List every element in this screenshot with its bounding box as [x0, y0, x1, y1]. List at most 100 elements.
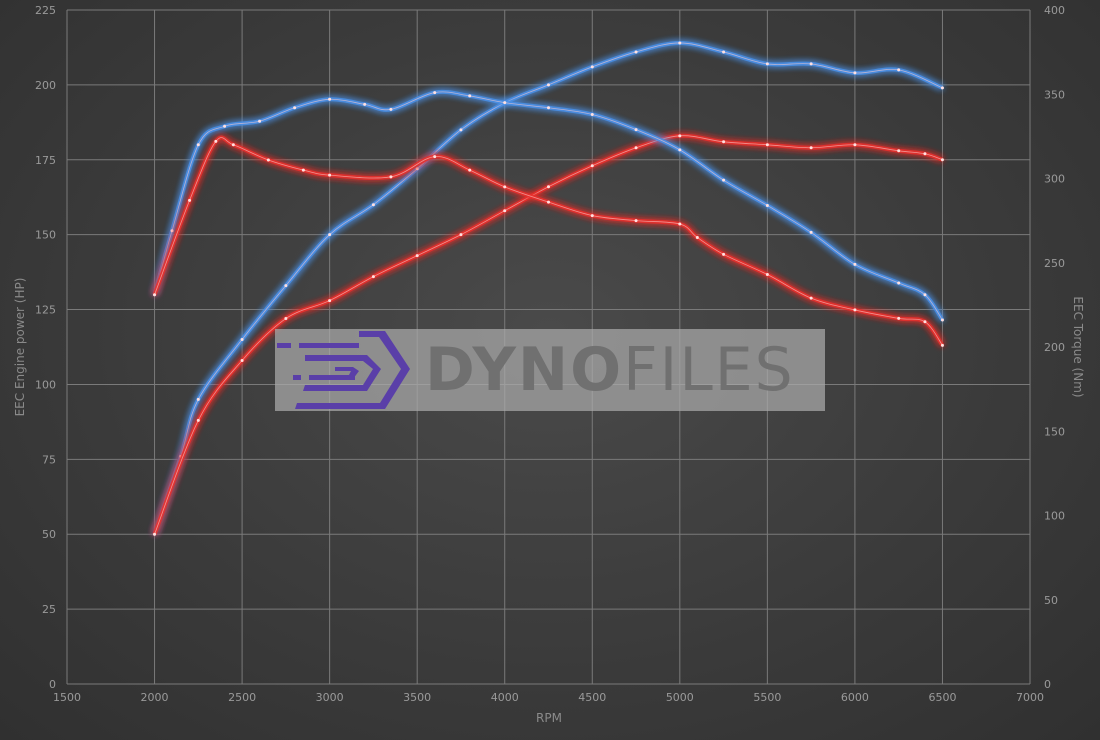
x-tick-label: 6000: [841, 691, 869, 704]
x-tick-label: 5500: [753, 691, 781, 704]
data-point: [433, 91, 437, 95]
data-point: [547, 185, 550, 189]
data-point: [940, 86, 944, 90]
data-point: [897, 149, 901, 153]
data-point: [809, 146, 813, 150]
data-point: [940, 318, 944, 322]
data-point: [153, 293, 157, 297]
data-point: [634, 146, 638, 150]
y-tick-label: 225: [35, 4, 56, 17]
x-tick-label: 1500: [53, 691, 81, 704]
data-point: [897, 281, 901, 285]
data-point: [503, 209, 507, 213]
data-point: [634, 128, 638, 132]
watermark-text-bold: DYNO: [425, 335, 624, 405]
data-point: [923, 320, 927, 324]
data-point: [923, 152, 927, 156]
data-point: [153, 532, 157, 536]
y2-tick-label: 0: [1044, 678, 1051, 691]
data-point: [214, 139, 218, 143]
series-line: [152, 89, 945, 322]
data-point: [188, 198, 192, 202]
x-tick-label: 4500: [578, 691, 606, 704]
y-tick-label: 100: [35, 378, 56, 391]
data-point: [389, 175, 393, 179]
series-2: [152, 89, 945, 322]
data-point: [765, 143, 769, 147]
y2-tick-label: 100: [1044, 510, 1065, 523]
y-tick-label: 75: [42, 453, 56, 466]
data-point: [266, 158, 270, 162]
x-tick-label: 6500: [928, 691, 956, 704]
data-point: [590, 112, 594, 116]
data-point: [371, 203, 375, 207]
data-point: [897, 316, 901, 320]
data-point: [678, 41, 682, 45]
x-tick-label: 3500: [403, 691, 431, 704]
data-point: [765, 273, 769, 277]
y2-tick-label: 250: [1044, 257, 1065, 270]
data-point: [809, 296, 813, 300]
data-point: [240, 338, 244, 342]
data-point: [415, 254, 419, 258]
data-point: [503, 101, 507, 105]
y-axis-title: EEC Engine power (HP): [13, 278, 27, 417]
data-point: [853, 143, 857, 147]
data-point: [853, 308, 857, 312]
y2-tick-label: 300: [1044, 173, 1065, 186]
data-point: [722, 178, 726, 182]
data-point: [433, 155, 437, 159]
y2-tick-label: 400: [1044, 4, 1065, 17]
y2-tick-label: 50: [1044, 594, 1058, 607]
x-axis-title: RPM: [536, 711, 562, 725]
data-point: [459, 233, 463, 237]
data-point: [547, 106, 550, 110]
data-point: [590, 214, 594, 218]
data-point: [722, 252, 726, 256]
tick-labels: 1500 2000 2500 3000 3500 4000 4500 5000 5500 6000…: [35, 4, 1065, 704]
data-point: [765, 203, 769, 207]
data-point: [240, 358, 244, 362]
y-tick-label: 125: [35, 304, 56, 317]
data-point: [389, 107, 393, 111]
x-tick-label: 5000: [666, 691, 694, 704]
data-point: [258, 119, 262, 123]
data-point: [634, 219, 638, 223]
data-point: [328, 299, 332, 303]
data-point: [468, 94, 472, 98]
data-point: [853, 262, 857, 266]
data-point: [590, 65, 594, 69]
series-highlight: [154, 91, 943, 321]
data-point: [459, 128, 463, 132]
series-lines: [152, 40, 945, 536]
data-point: [196, 418, 200, 422]
x-tick-label: 2500: [228, 691, 256, 704]
x-tick-label: 2000: [141, 691, 169, 704]
data-point: [328, 97, 332, 101]
y-tick-label: 150: [35, 229, 56, 242]
data-point: [196, 143, 200, 147]
data-point: [503, 185, 507, 189]
data-point: [223, 124, 227, 128]
data-point: [328, 173, 332, 177]
series-1: [152, 133, 944, 536]
y-tick-label: 25: [42, 603, 56, 616]
y-tick-label: 175: [35, 154, 56, 167]
y2-tick-label: 350: [1044, 88, 1065, 101]
series-3: [152, 135, 945, 347]
data-point: [371, 275, 375, 279]
data-point: [940, 343, 944, 347]
data-point: [809, 62, 813, 66]
dynofiles-watermark: DYNOFILES: [275, 329, 825, 411]
series-highlight: [154, 137, 943, 346]
y2-axis-title: EEC Torque (Nm): [1071, 296, 1085, 397]
data-point: [468, 168, 472, 172]
grid: [66, 9, 1031, 685]
data-point: [853, 71, 857, 75]
data-point: [547, 83, 550, 87]
x-tick-label: 7000: [1016, 691, 1044, 704]
x-tick-label: 4000: [491, 691, 519, 704]
data-point: [284, 284, 288, 288]
y-tick-label: 200: [35, 79, 56, 92]
data-point: [590, 164, 594, 168]
